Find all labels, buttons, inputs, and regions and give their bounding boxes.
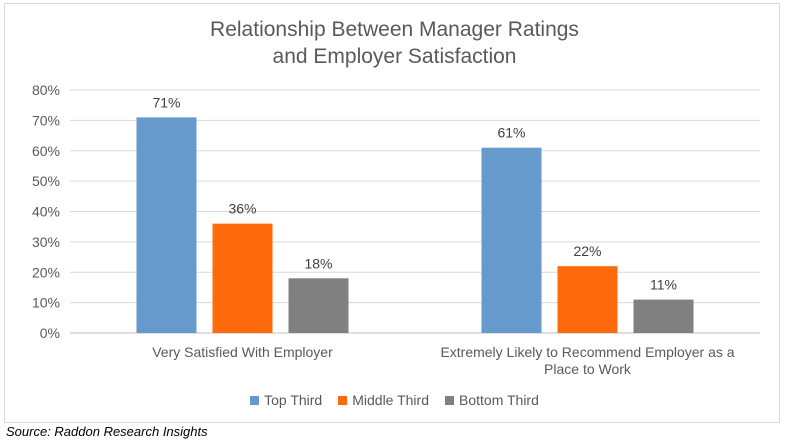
y-tick-label: 50% — [32, 173, 60, 189]
y-tick-label: 20% — [32, 264, 60, 280]
y-tick-label: 30% — [32, 234, 60, 250]
x-category-label: Extremely Likely to Recommend Employer a… — [440, 344, 734, 360]
legend-label-bottom-third: Bottom Third — [459, 392, 539, 408]
chart-frame — [4, 3, 780, 423]
chart-title-line-2: and Employer Satisfaction — [272, 45, 517, 68]
bar-middle-third — [212, 223, 273, 333]
x-category-label: Place to Work — [544, 361, 632, 377]
legend-item-top-third: Top Third — [250, 392, 322, 408]
source-note: Source: Raddon Research Insights — [6, 424, 208, 439]
data-label: 71% — [152, 94, 180, 110]
y-tick-label: 60% — [32, 143, 60, 159]
data-label: 61% — [497, 125, 525, 141]
legend-item-middle-third: Middle Third — [338, 392, 429, 408]
legend-swatch-middle-third — [338, 395, 348, 405]
legend-label-middle-third: Middle Third — [352, 392, 429, 408]
x-category-label: Very Satisfied With Employer — [152, 344, 333, 360]
legend-label-top-third: Top Third — [264, 392, 323, 408]
data-label: 36% — [228, 201, 256, 217]
bar-top-third — [481, 147, 542, 333]
legend-item-bottom-third: Bottom Third — [445, 392, 539, 408]
bar-bottom-third — [633, 299, 694, 333]
chart-title-line-1: Relationship Between Manager Ratings — [210, 18, 579, 41]
data-label: 11% — [650, 277, 677, 293]
chart-title: Relationship Between Manager Ratings and… — [0, 16, 789, 70]
y-tick-label: 0% — [40, 325, 60, 341]
data-label: 22% — [573, 243, 601, 259]
legend-swatch-bottom-third — [445, 395, 454, 405]
bar-middle-third — [557, 266, 618, 333]
bar-bottom-third — [288, 278, 349, 333]
y-tick-label: 40% — [32, 204, 60, 220]
y-tick-label: 10% — [32, 295, 60, 311]
y-tick-label: 80% — [32, 82, 60, 98]
data-label: 18% — [304, 255, 332, 271]
y-tick-label: 70% — [32, 112, 60, 128]
bar-top-third — [136, 117, 197, 334]
legend: Top Third Middle Third Bottom Third — [0, 392, 789, 408]
legend-swatch-top-third — [250, 395, 260, 405]
